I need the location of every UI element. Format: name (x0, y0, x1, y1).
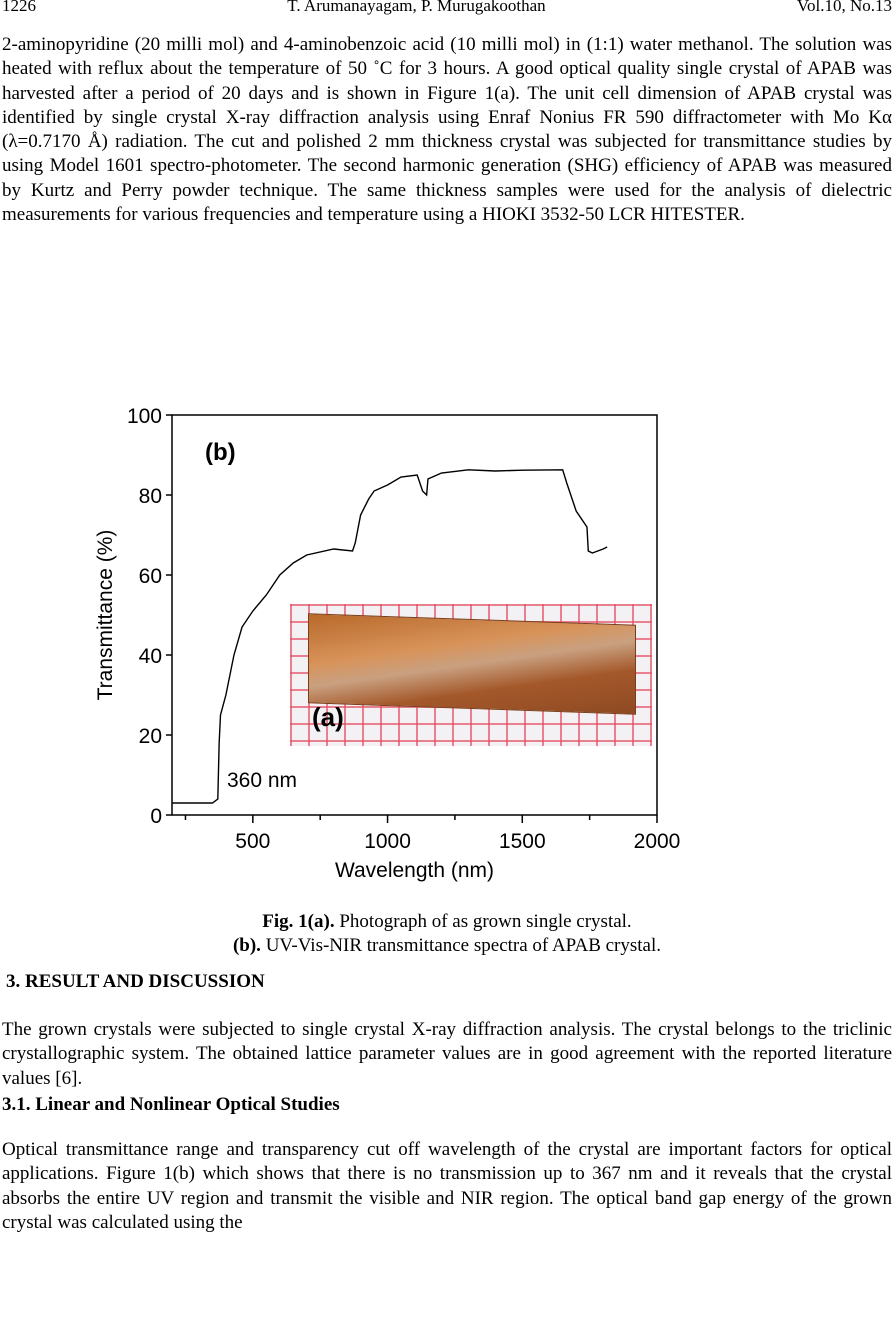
subsection-heading: 3.1. Linear and Nonlinear Optical Studie… (2, 1094, 340, 1115)
caption-text-b: UV-Vis-NIR transmittance spectra of APAB… (260, 935, 662, 956)
inset-label: (a) (312, 702, 344, 732)
y-tick-label: 80 (139, 485, 162, 508)
authors: T. Arumanayagam, P. Murugakoothan (287, 0, 546, 15)
x-tick-label: 1000 (364, 830, 411, 853)
cutoff-annotation: 360 nm (227, 769, 297, 792)
plot-frame (171, 414, 658, 816)
y-axis-label: Transmittance (%) (94, 530, 117, 701)
y-tick-label: 20 (139, 725, 162, 748)
caption-label-a: Fig. 1(a). (262, 911, 335, 932)
running-header: 1226 T. Arumanayagam, P. Murugakoothan V… (2, 0, 892, 16)
page-number: 1226 (2, 0, 36, 15)
transmittance-chart: 0 20 40 60 80 100 500 1000 1500 2000 Wavelength (n… (94, 405, 681, 882)
caption-label-b: (b). (232, 935, 261, 956)
x-tick-label: 2000 (634, 830, 681, 853)
figure-caption-b: (b). UV-Vis-NIR transmittance spectra of… (0, 934, 894, 958)
caption-text-a: Photograph of as grown single crystal. (334, 911, 632, 932)
volume: Vol.10, No.13 (796, 0, 892, 15)
transmittance-line (172, 469, 608, 804)
section-heading: 3. RESULT AND DISCUSSION (6, 971, 265, 992)
x-tick-label: 1500 (499, 830, 546, 853)
figure-caption-a: Fig. 1(a). Photograph of as grown single… (0, 910, 894, 934)
crystal (308, 613, 636, 715)
paragraph-optical: Optical transmittance range and transpar… (2, 1139, 892, 1233)
y-tick-label: 60 (139, 565, 162, 588)
x-tick-label: 500 (235, 830, 270, 853)
y-tick-label: 0 (150, 805, 162, 828)
crystal-photo: (a) (290, 604, 652, 746)
x-axis-label: Wavelength (nm) (335, 859, 494, 882)
panel-label: (b) (205, 439, 236, 466)
paragraph-methods: 2-aminopyridine (20 milli mol) and 4-ami… (2, 34, 892, 226)
paragraph-results: The grown crystals were subjected to sin… (2, 1019, 892, 1089)
y-tick-label: 40 (139, 645, 162, 668)
y-tick-label: 100 (127, 405, 162, 428)
